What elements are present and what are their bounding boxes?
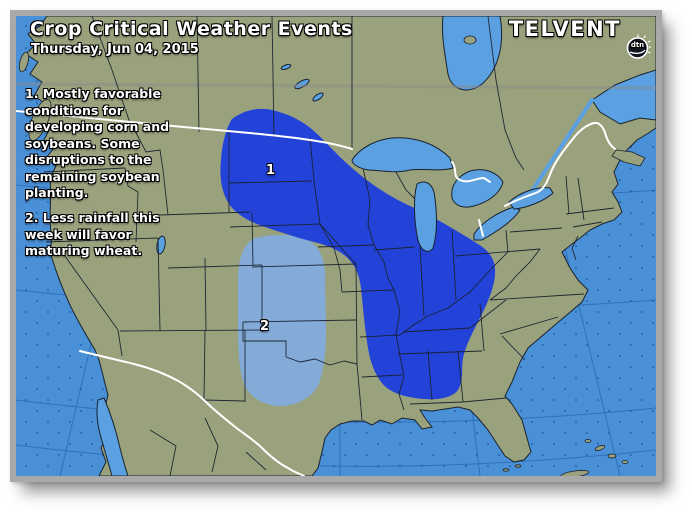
map-date: Thursday, Jun 04, 2015 — [31, 42, 199, 57]
latitude-band — [16, 82, 656, 90]
water-features — [96, 16, 656, 476]
bahamas-island — [621, 460, 629, 464]
lake-ontario — [508, 187, 554, 210]
nova-scotia — [611, 149, 646, 167]
cuba — [560, 470, 590, 476]
great-salt-lake — [156, 235, 166, 255]
hudson-bay — [442, 16, 503, 91]
vancouver-island — [28, 98, 52, 142]
lake-superior — [351, 137, 454, 173]
gulf-of-st-lawrence — [591, 69, 656, 125]
country-borders — [16, 110, 616, 476]
map-content: Crop Critical Weather Events Thursday, J… — [16, 16, 656, 476]
weather-map-image: Crop Critical Weather Events Thursday, J… — [10, 10, 662, 482]
bahamas-island — [607, 453, 617, 459]
great-lakes — [351, 137, 554, 252]
florida-keys — [514, 464, 522, 468]
dtn-globe-icon: dtn — [624, 15, 651, 59]
region-1-label: 1 — [266, 163, 276, 178]
state-borders — [43, 16, 615, 476]
prairie-lake — [280, 63, 292, 71]
haida-gwaii — [18, 51, 30, 73]
lake-manitoba — [312, 92, 324, 102]
us-weather-map — [16, 16, 656, 476]
telvent-logo: TELVENT dtn — [508, 15, 651, 59]
florida-keys — [502, 468, 510, 472]
page-title: Crop Critical Weather Events — [30, 18, 353, 40]
islands — [18, 51, 646, 476]
us-canada-border — [16, 110, 353, 150]
hudson-bay-island — [463, 35, 477, 45]
lake-erie — [473, 206, 521, 241]
gulf-of-california — [96, 397, 129, 476]
svg-text:dtn: dtn — [631, 41, 644, 49]
annotation-2: 2. Less rainfall this week will favor ma… — [25, 210, 160, 258]
us-mexico-border — [79, 350, 305, 476]
annotation-1: 1. Mostly favorable conditions for devel… — [25, 86, 170, 200]
event-region-2 — [238, 235, 326, 407]
lake-huron — [451, 169, 504, 208]
region-2-label: 2 — [260, 319, 270, 334]
st-lawrence-river — [520, 98, 594, 208]
lake-michigan — [414, 181, 437, 252]
bahamas-island — [584, 439, 592, 443]
bahamas-island — [594, 445, 606, 451]
us-canada-border-east — [504, 121, 616, 207]
us-canada-border-detroit — [478, 219, 484, 237]
telvent-wordmark: TELVENT — [508, 16, 621, 41]
us-canada-border-lakes — [451, 161, 491, 183]
